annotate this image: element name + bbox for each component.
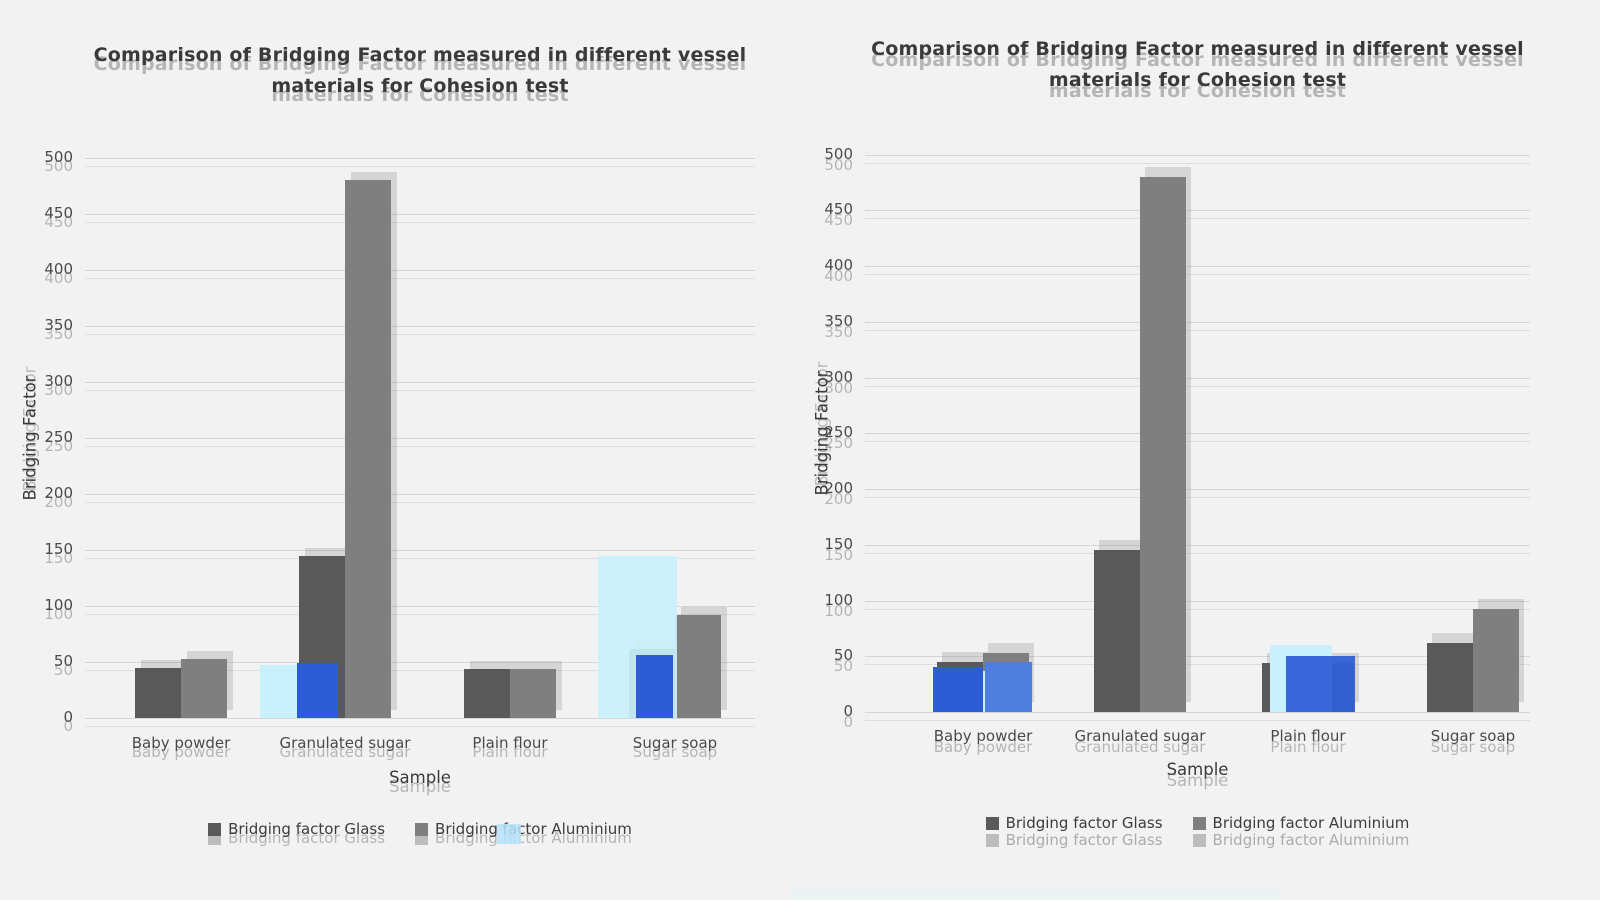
y-tick-label: 250 [824,423,853,442]
gridline [85,494,755,495]
legend-item-glass: Bridging factor Glass [208,820,385,838]
gridline [865,712,1530,713]
bar-aluminium [181,658,227,718]
y-tick-label: 0 [843,702,853,720]
gridline [85,214,755,215]
chart-panel-left: Comparison of Bridging Factor measured i… [20,40,795,838]
gridline [85,382,755,383]
gridline [865,656,1530,658]
x-tick-label: Baby powder [933,727,1033,745]
x-axis-title: Sample [389,768,451,787]
chart-title: Comparison of Bridging Factor measured i… [45,40,795,102]
x-tick-label: Granulated sugar [1074,727,1206,745]
y-tick-label: 400 [824,256,853,274]
chart-title-line1: Comparison of Bridging Factor measured i… [871,38,1524,60]
x-tick-label: Granulated sugar [279,734,411,752]
legend-swatch-icon [415,822,429,836]
chart-title-line2: materials for Cohesion test [271,75,569,97]
bar-aluminium [345,180,391,718]
y-tick-label: 100 [824,590,853,609]
chart-title-line2: materials for Cohesion test [1048,69,1347,91]
ghost-bar [636,655,673,718]
y-axis-title: Bridging Factor [812,370,832,496]
gridline [85,158,755,159]
x-tick-label: Baby powder [131,734,231,752]
bar-aluminium [1473,609,1519,712]
chart-title-line1: Comparison of Bridging Factor measured i… [93,44,747,66]
bar-glass [135,667,181,718]
bar-glass [1427,642,1473,712]
gridline [865,600,1530,602]
ghost-bar [933,667,983,712]
y-tick-label: 200 [44,484,73,502]
ghost-bar [985,661,1032,712]
legend-swatch-icon [1192,816,1206,830]
y-tick-label: 150 [824,534,853,553]
y-tick-label: 450 [44,204,73,222]
y-tick-label: 500 [824,144,853,163]
y-tick-label: 450 [824,200,853,219]
gridline [865,154,1530,156]
gridline [85,718,755,719]
bar-aluminium [510,668,556,718]
gridline [865,377,1530,379]
gridline [865,321,1530,323]
gridline [85,438,755,439]
x-tick-label: Sugar soap [1430,727,1516,745]
chart-title: Comparison of Bridging Factor measured i… [825,34,1570,96]
gridline [85,270,755,271]
y-tick-label: 0 [63,708,73,726]
bar-glass [1094,550,1140,712]
legend-swatch-icon [208,822,222,836]
gridline [865,489,1530,490]
gridline [85,606,755,607]
y-tick-label: 50 [53,652,73,670]
y-tick-label: 400 [44,260,73,278]
y-tick-label: 500 [44,148,73,166]
bar-glass [464,668,510,718]
y-tick-label: 250 [44,428,73,446]
chart-panel-right: Comparison of Bridging Factor measured i… [800,0,1600,900]
legend-label: Bridging factor Glass [1005,814,1163,832]
gridline [85,326,755,327]
y-tick-label: 150 [44,540,73,558]
x-tick-label: Plain flour [472,734,548,752]
y-tick-label: 200 [824,479,853,497]
legend-item-glass: Bridging factor Glass [985,814,1163,832]
x-axis-title: Sample [1166,760,1229,779]
legend: Bridging factor Glass Bridging factor Alu… [85,820,755,838]
y-tick-label: 350 [44,316,73,334]
bar-aluminium [675,615,721,718]
gridline [865,544,1530,546]
y-tick-label: 300 [44,372,73,390]
y-tick-label: 300 [824,367,853,386]
gridline [865,266,1530,267]
legend-item-aluminium: Bridging factor Aluminium [1192,814,1410,832]
legend-swatch-icon [985,816,999,830]
legend-item-aluminium: Bridging factor Aluminium [415,820,632,838]
gridline [865,210,1530,212]
y-tick-label: 100 [44,596,73,614]
ghost-bar [297,663,338,718]
gridline [85,550,755,551]
bar-aluminium [1140,176,1186,712]
y-axis-title: Bridging Factor [20,375,40,501]
ghost-bar [1286,656,1355,713]
legend-label: Bridging factor Glass [228,820,386,838]
legend-label: Bridging factor Aluminium [435,820,632,838]
ghost-bar [260,665,297,718]
legend-blue-patch-artifact [497,824,521,844]
y-tick-label: 350 [824,311,853,330]
x-tick-label: Sugar soap [632,734,718,752]
legend-label: Bridging factor Aluminium [1212,814,1410,832]
y-tick-label: 50 [833,646,853,665]
legend: Bridging factor Glass Bridging factor Alu… [865,814,1530,832]
bottom-dissolve-strip-artifact [790,889,1280,898]
x-tick-label: Plain flour [1270,727,1346,745]
gridline [85,662,755,663]
gridline [865,433,1530,435]
